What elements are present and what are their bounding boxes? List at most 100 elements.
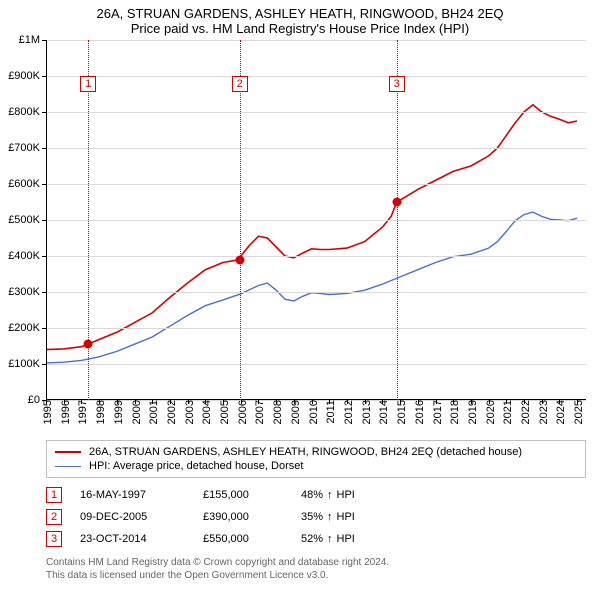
x-tick-label: 1996	[56, 400, 72, 424]
sales-row-date: 09-DEC-2005	[80, 511, 185, 523]
sale-marker-dot	[235, 255, 244, 264]
x-tick-label: 2001	[144, 400, 160, 424]
x-tick-label: 2002	[162, 400, 178, 424]
plot-area: £0£100K£200K£300K£400K£500K£600K£700K£80…	[46, 40, 586, 400]
chart-container: 26A, STRUAN GARDENS, ASHLEY HEATH, RINGW…	[0, 0, 600, 582]
gridline-h	[46, 364, 586, 365]
x-tick-label: 2005	[215, 400, 231, 424]
sales-row-pct: 48%	[301, 489, 323, 501]
x-tick-label: 2003	[180, 400, 196, 424]
sales-row: 2 09-DEC-2005 £390,000 35% ↑ HPI	[46, 506, 586, 528]
sale-number-box: 2	[232, 76, 248, 92]
arrow-up-icon: ↑	[327, 533, 333, 545]
sales-row-vs: HPI	[337, 511, 355, 523]
y-tick-label: £300K	[8, 286, 46, 298]
x-tick-label: 2016	[410, 400, 426, 424]
y-tick-label: £100K	[8, 358, 46, 370]
x-tick-label: 2019	[463, 400, 479, 424]
arrow-up-icon: ↑	[327, 489, 333, 501]
attribution-line-2: This data is licensed under the Open Gov…	[46, 569, 586, 582]
x-tick-label: 2017	[428, 400, 444, 424]
gridline-h	[46, 40, 586, 41]
sales-row: 3 23-OCT-2014 £550,000 52% ↑ HPI	[46, 528, 586, 550]
legend-label: 26A, STRUAN GARDENS, ASHLEY HEATH, RINGW…	[89, 446, 522, 458]
legend-swatch	[55, 451, 81, 453]
legend-row: 26A, STRUAN GARDENS, ASHLEY HEATH, RINGW…	[55, 445, 577, 459]
x-tick-label: 2025	[569, 400, 585, 424]
x-tick-label: 2004	[197, 400, 213, 424]
gridline-h	[46, 328, 586, 329]
sales-row-date: 23-OCT-2014	[80, 533, 185, 545]
x-tick-label: 2007	[250, 400, 266, 424]
x-tick-label: 2008	[268, 400, 284, 424]
sales-row-hpi: 48% ↑ HPI	[301, 489, 355, 501]
x-axis-line	[46, 399, 586, 400]
sales-row-price: £390,000	[203, 511, 283, 523]
legend-label: HPI: Average price, detached house, Dors…	[89, 460, 303, 472]
sale-number-box: 1	[80, 76, 96, 92]
x-tick-label: 2023	[534, 400, 550, 424]
attribution-line-1: Contains HM Land Registry data © Crown c…	[46, 556, 586, 569]
gridline-h	[46, 292, 586, 293]
x-tick-label: 1998	[91, 400, 107, 424]
title-subtitle: Price paid vs. HM Land Registry's House …	[10, 21, 590, 36]
gridline-h	[46, 184, 586, 185]
y-tick-label: £1M	[19, 34, 46, 46]
y-tick-label: £700K	[8, 142, 46, 154]
gridline-h	[46, 148, 586, 149]
x-tick-label: 2013	[357, 400, 373, 424]
sale-number-box: 3	[389, 76, 405, 92]
sales-row-hpi: 35% ↑ HPI	[301, 511, 355, 523]
x-tick-label: 2010	[304, 400, 320, 424]
sales-table: 1 16-MAY-1997 £155,000 48% ↑ HPI 2 09-DEC-2005 £…	[46, 484, 586, 550]
x-tick-label: 2012	[339, 400, 355, 424]
gridline-h	[46, 112, 586, 113]
gridline-h	[46, 220, 586, 221]
legend-row: HPI: Average price, detached house, Dors…	[55, 459, 577, 473]
x-tick-label: 2011	[321, 400, 337, 424]
series-line-price_paid	[46, 105, 577, 350]
x-tick-label: 2009	[286, 400, 302, 424]
x-tick-label: 2020	[481, 400, 497, 424]
x-tick-label: 2015	[392, 400, 408, 424]
gridline-h	[46, 256, 586, 257]
x-tick-label: 2000	[127, 400, 143, 424]
y-tick-label: £400K	[8, 250, 46, 262]
chart-title-block: 26A, STRUAN GARDENS, ASHLEY HEATH, RINGW…	[0, 0, 600, 40]
sale-vline	[397, 40, 398, 400]
x-tick-label: 2014	[374, 400, 390, 424]
sales-row-number: 2	[46, 509, 62, 525]
x-tick-label: 1999	[109, 400, 125, 424]
y-axis-line	[46, 40, 47, 400]
sales-row-date: 16-MAY-1997	[80, 489, 185, 501]
title-address: 26A, STRUAN GARDENS, ASHLEY HEATH, RINGW…	[10, 6, 590, 21]
x-tick-label: 1997	[73, 400, 89, 424]
x-tick-label: 2021	[498, 400, 514, 424]
y-tick-label: £200K	[8, 322, 46, 334]
y-tick-label: £900K	[8, 70, 46, 82]
legend: 26A, STRUAN GARDENS, ASHLEY HEATH, RINGW…	[46, 440, 586, 478]
series-line-hpi	[46, 212, 577, 363]
sales-row-hpi: 52% ↑ HPI	[301, 533, 355, 545]
sales-row-vs: HPI	[337, 533, 355, 545]
arrow-up-icon: ↑	[327, 511, 333, 523]
x-tick-label: 2018	[445, 400, 461, 424]
sale-marker-dot	[84, 340, 93, 349]
sales-row-pct: 35%	[301, 511, 323, 523]
sales-row-pct: 52%	[301, 533, 323, 545]
x-tick-label: 2024	[551, 400, 567, 424]
attribution: Contains HM Land Registry data © Crown c…	[46, 556, 586, 582]
y-tick-label: £800K	[8, 106, 46, 118]
sales-row-number: 3	[46, 531, 62, 547]
y-tick-label: £600K	[8, 178, 46, 190]
y-tick-label: £500K	[8, 214, 46, 226]
sales-row: 1 16-MAY-1997 £155,000 48% ↑ HPI	[46, 484, 586, 506]
x-tick-label: 2022	[516, 400, 532, 424]
gridline-h	[46, 76, 586, 77]
sales-row-price: £155,000	[203, 489, 283, 501]
sales-row-price: £550,000	[203, 533, 283, 545]
sales-row-number: 1	[46, 487, 62, 503]
legend-swatch	[55, 466, 81, 467]
x-tick-label: 2006	[233, 400, 249, 424]
sales-row-vs: HPI	[337, 489, 355, 501]
